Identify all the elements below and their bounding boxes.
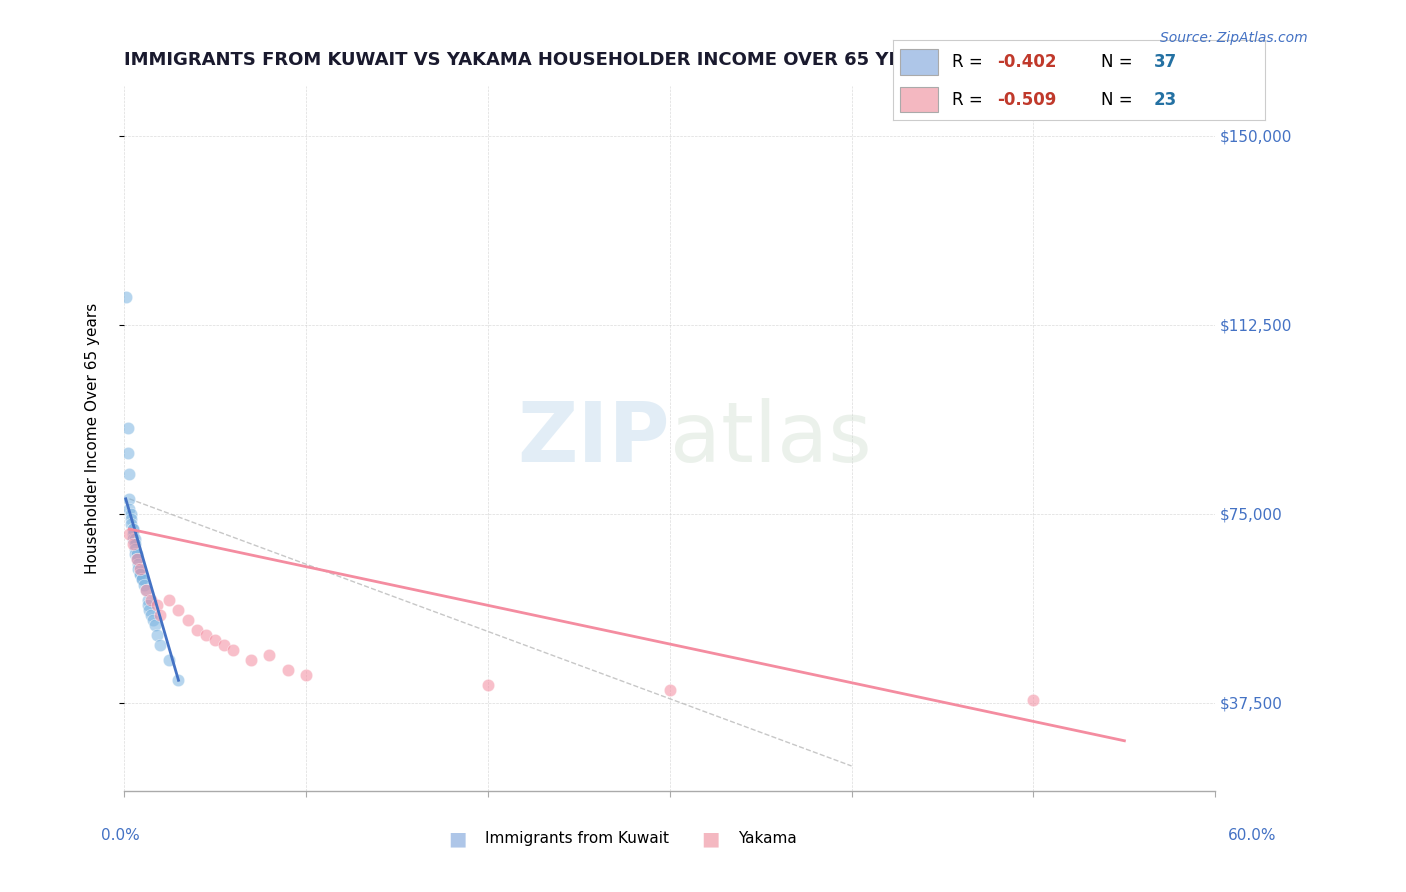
Point [222,643,245,657]
Text: ■: ■ [700,830,720,848]
Text: 37: 37 [1154,53,1177,70]
Point [127,562,149,576]
Point [477,678,499,692]
Point [142,613,165,627]
Point [118,467,141,481]
Text: IMMIGRANTS FROM KUWAIT VS YAKAMA HOUSEHOLDER INCOME OVER 65 YEARS CORRELATION CH: IMMIGRANTS FROM KUWAIT VS YAKAMA HOUSEHO… [124,51,1163,69]
Text: Source: ZipAtlas.com: Source: ZipAtlas.com [1160,31,1308,45]
Point [125,552,148,566]
Point [127,558,149,572]
Point [118,491,141,506]
Point [149,638,172,652]
Point [118,527,141,541]
Point [658,683,681,698]
Point [122,527,145,541]
Point [124,532,146,546]
Text: Yakama: Yakama [738,831,797,847]
Point [120,516,142,531]
Point [120,512,142,526]
Text: 23: 23 [1154,91,1177,109]
Point [129,567,152,582]
Text: R =: R = [952,53,988,70]
FancyBboxPatch shape [900,49,938,75]
Point [118,502,141,516]
Y-axis label: Householder Income Over 65 years: Householder Income Over 65 years [86,302,100,574]
Text: ■: ■ [447,830,467,848]
Point [194,628,217,642]
Point [122,532,145,546]
Point [124,542,146,557]
Point [131,573,153,587]
Text: Immigrants from Kuwait: Immigrants from Kuwait [485,831,669,847]
Point [125,547,148,561]
Text: ZIP: ZIP [517,398,669,479]
Point [125,552,148,566]
Point [122,537,145,551]
Point [145,598,167,612]
Point [135,582,157,597]
Point [277,663,299,677]
Text: -0.402: -0.402 [997,53,1057,70]
Point [117,446,139,460]
Point [212,638,235,652]
Point [145,628,167,642]
Point [114,290,136,304]
Point [240,653,263,667]
Text: N =: N = [1101,91,1139,109]
Point [117,421,139,435]
Point [136,598,159,612]
Point [259,648,281,662]
Point [157,592,180,607]
Point [136,592,159,607]
Point [143,617,166,632]
Point [124,537,146,551]
Point [124,547,146,561]
Text: 60.0%: 60.0% [1229,828,1277,843]
Point [295,668,318,682]
Point [122,522,145,536]
Text: N =: N = [1101,53,1139,70]
Point [1022,693,1045,707]
Point [132,577,155,591]
Text: 0.0%: 0.0% [101,828,141,843]
FancyBboxPatch shape [900,87,938,112]
Text: -0.509: -0.509 [997,91,1056,109]
Point [122,522,145,536]
Point [129,567,152,582]
Text: R =: R = [952,91,988,109]
Point [167,603,190,617]
Point [138,603,160,617]
Point [141,607,163,622]
Point [157,653,180,667]
Point [141,592,163,607]
Point [176,613,198,627]
Point [129,562,152,576]
Point [120,507,142,521]
Point [186,623,208,637]
Point [131,573,153,587]
Text: atlas: atlas [669,398,872,479]
Point [149,607,172,622]
Point [204,632,226,647]
Point [135,582,157,597]
Point [167,673,190,688]
